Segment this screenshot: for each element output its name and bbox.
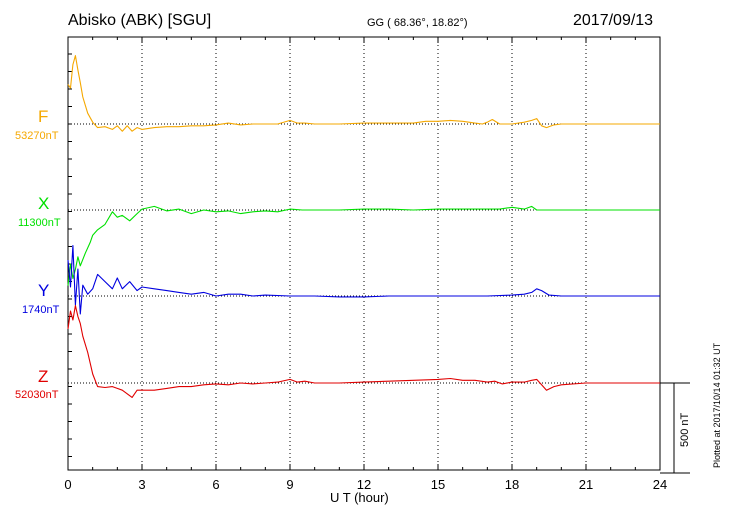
- series-name-y: Y: [38, 281, 50, 300]
- series-baseline-z: 52030nT: [15, 389, 59, 401]
- x-tick-label: 9: [286, 477, 293, 492]
- geo-coordinates: GG ( 68.36°, 18.82°): [367, 17, 468, 29]
- series-line-x: [67, 205, 660, 286]
- x-tick-label: 15: [431, 477, 445, 492]
- x-tick-label: 0: [64, 477, 71, 492]
- series-baseline-f: 53270nT: [15, 130, 59, 142]
- series-baseline-y: 1740nT: [22, 304, 60, 316]
- x-tick-label: 12: [357, 477, 371, 492]
- plot-date: 2017/09/13: [573, 12, 654, 29]
- x-tick-label: 6: [212, 477, 219, 492]
- series-name-f: F: [38, 107, 49, 126]
- series-line-f: [67, 55, 660, 132]
- series-line-z: [67, 305, 660, 398]
- x-axis-label: U T (hour): [330, 490, 389, 505]
- station-title: Abisko (ABK) [SGU]: [68, 12, 212, 29]
- x-tick-label: 21: [579, 477, 593, 492]
- series-line-y: [67, 245, 660, 315]
- series-baseline-x: 11300nT: [18, 217, 61, 229]
- series-name-z: Z: [38, 367, 49, 386]
- x-tick-label: 24: [653, 477, 667, 492]
- series-name-x: X: [38, 194, 50, 213]
- x-tick-label: 3: [138, 477, 145, 492]
- x-tick-label: 18: [505, 477, 519, 492]
